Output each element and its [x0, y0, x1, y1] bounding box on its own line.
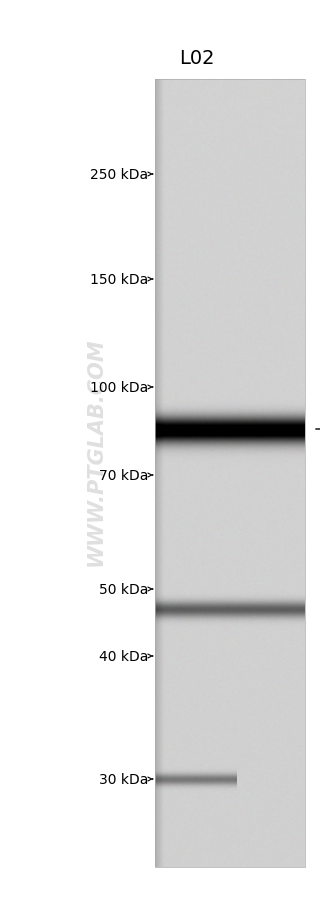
- Text: 100 kDa: 100 kDa: [90, 381, 148, 394]
- Bar: [155, 80, 305, 867]
- Text: 150 kDa: 150 kDa: [90, 272, 148, 287]
- Text: WWW.PTGLAB.COM: WWW.PTGLAB.COM: [86, 336, 106, 566]
- Text: 40 kDa: 40 kDa: [99, 649, 148, 663]
- Text: 70 kDa: 70 kDa: [99, 468, 148, 483]
- Text: 30 kDa: 30 kDa: [99, 772, 148, 787]
- Text: 250 kDa: 250 kDa: [90, 168, 148, 182]
- Text: L02: L02: [179, 49, 214, 68]
- Text: 50 kDa: 50 kDa: [99, 583, 148, 596]
